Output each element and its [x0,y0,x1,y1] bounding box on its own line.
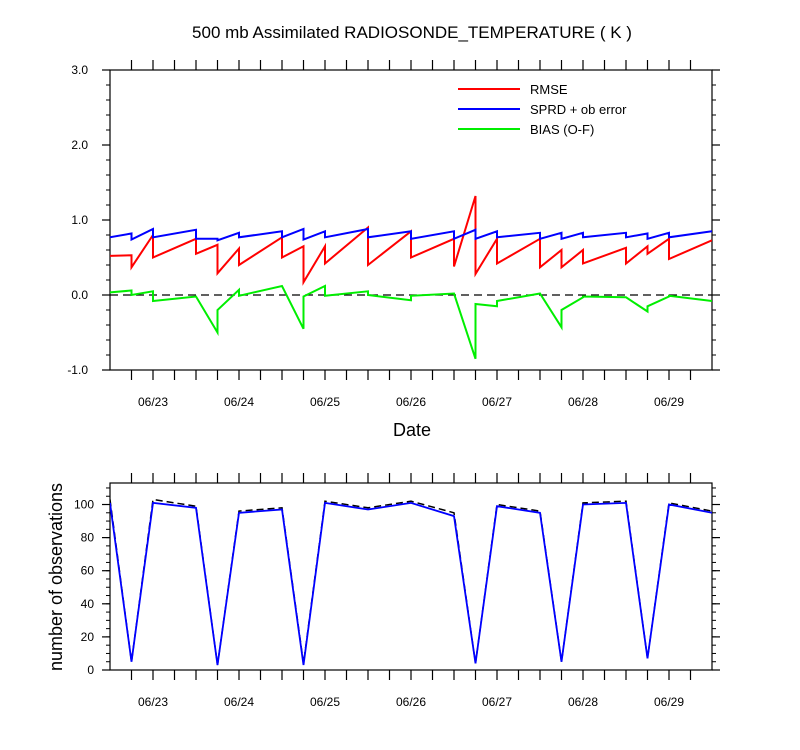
series-line-sprd-ob-error [110,227,712,242]
top-panel: -1.00.01.02.03.0 06/23 06/24 06/25 06/26 06/… [67,60,720,409]
top-y-tick-labels: -1.0 0.0 1.0 2.0 3.0 [67,63,88,377]
series-line-assimilated [110,501,712,666]
legend-label: SPRD + ob error [530,102,627,117]
bottom-x-tick-labels: 06/23 06/24 06/25 06/26 06/27 06/28 06/29 [138,695,684,709]
x-tick-label: 06/26 [396,695,426,709]
x-tick-label: 06/28 [568,695,598,709]
x-tick-label: 06/24 [224,395,254,409]
x-tick-label: 06/29 [654,395,684,409]
x-tick-label: 06/24 [224,695,254,709]
y-tick-label: 80 [81,531,95,545]
x-tick-label: 06/26 [396,395,426,409]
series-line-total [110,498,712,666]
y-axis-label-observations: number of observations [46,483,66,671]
x-tick-label: 06/25 [310,695,340,709]
y-tick-label: 2.0 [71,138,88,152]
legend-label: RMSE [530,82,568,97]
bottom-ticks [102,473,720,680]
legend: RMSE SPRD + ob error BIAS (O-F) [458,82,627,137]
top-series [110,195,712,360]
y-tick-label: 1.0 [71,213,88,227]
series-line-bias-o-f- [110,284,712,360]
x-tick-label: 06/23 [138,695,168,709]
top-x-tick-labels: 06/23 06/24 06/25 06/26 06/27 06/28 06/29 [138,395,684,409]
y-tick-label: 0 [87,663,94,677]
x-tick-label: 06/23 [138,395,168,409]
top-ticks [102,60,720,380]
series-line-rmse [110,195,712,286]
y-tick-label: 0.0 [71,288,88,302]
y-tick-label: -1.0 [67,363,88,377]
y-tick-label: 100 [74,498,94,512]
x-tick-label: 06/27 [482,695,512,709]
x-tick-label: 06/29 [654,695,684,709]
y-tick-label: 3.0 [71,63,88,77]
y-tick-label: 40 [81,597,95,611]
chart-title: 500 mb Assimilated RADIOSONDE_TEMPERATUR… [192,23,632,42]
y-tick-label: 60 [81,564,95,578]
x-tick-label: 06/25 [310,395,340,409]
x-axis-label: Date [393,420,431,440]
legend-label: BIAS (O-F) [530,122,594,137]
x-tick-label: 06/27 [482,395,512,409]
y-tick-label: 20 [81,630,95,644]
bottom-y-tick-labels: 0 20 40 60 80 100 [74,498,94,677]
bottom-series [110,498,712,666]
bottom-plot-frame [109,482,713,671]
x-tick-label: 06/28 [568,395,598,409]
